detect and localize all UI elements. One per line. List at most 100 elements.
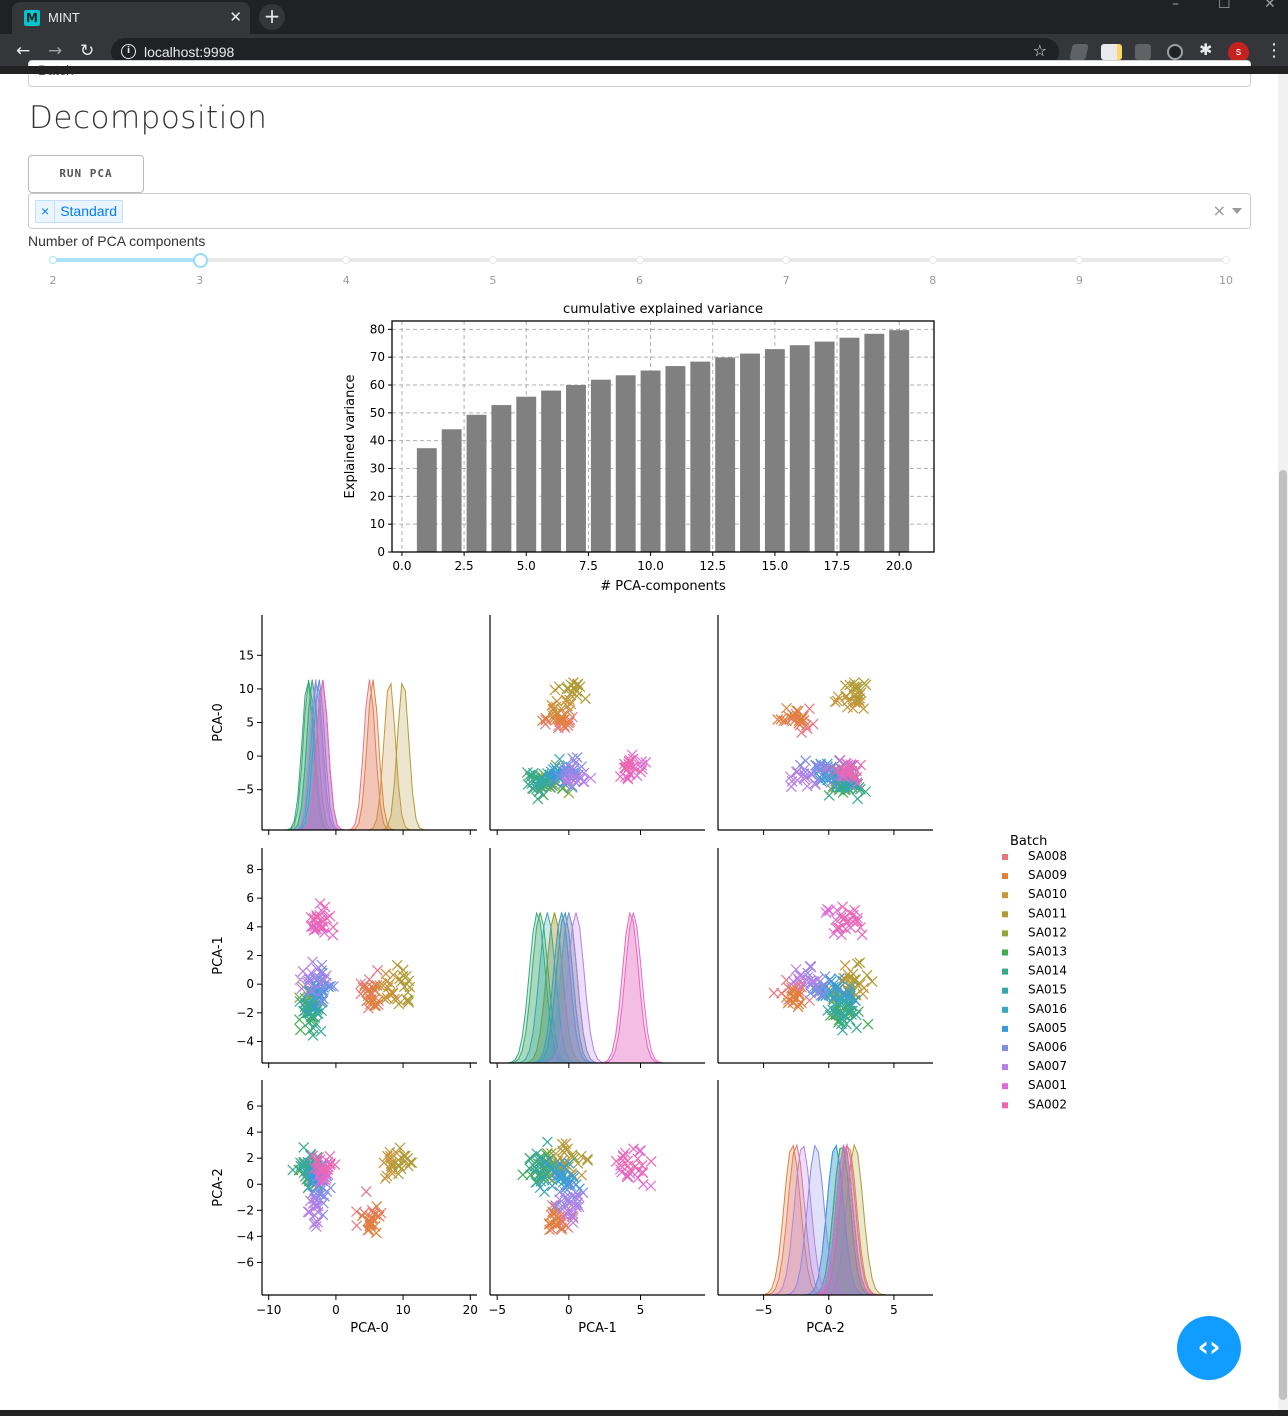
- browser-tab[interactable]: M MINT ✕: [12, 2, 250, 34]
- scatter-point: [567, 1212, 579, 1224]
- slider-handle[interactable]: [192, 253, 208, 268]
- browser-menu-icon[interactable]: ⋮: [1265, 40, 1283, 61]
- slider-mark-label[interactable]: 2: [49, 274, 57, 287]
- scatter-point: [540, 1157, 551, 1169]
- scatter-point: [615, 771, 626, 782]
- column-axis-label: PCA-2: [806, 1321, 845, 1336]
- extension-note-icon[interactable]: [1101, 44, 1122, 60]
- scatter-point: [298, 1167, 310, 1179]
- profile-avatar[interactable]: s: [1228, 42, 1249, 63]
- site-info-icon[interactable]: i: [121, 44, 136, 59]
- x-tick-label: 0: [332, 1303, 340, 1317]
- legend-swatch: [1002, 1045, 1008, 1051]
- run-pca-button[interactable]: RUN PCA: [28, 155, 144, 193]
- reload-icon[interactable]: ↻: [80, 41, 95, 61]
- x-tick-label: 2.5: [455, 559, 474, 573]
- scaler-dropdown[interactable]: × Standard ×: [28, 193, 1251, 229]
- slider-mark-label[interactable]: 5: [489, 274, 497, 287]
- slider-dot[interactable]: [49, 256, 57, 264]
- bookmark-star-icon[interactable]: ☆: [1032, 41, 1047, 60]
- legend-entry: SA013: [1028, 945, 1067, 959]
- scatter-point: [851, 694, 862, 706]
- scatter-point: [566, 780, 578, 792]
- y-tick-label: 2: [246, 1151, 254, 1165]
- scatter-point: [636, 756, 648, 768]
- scatter-point: [830, 1005, 842, 1017]
- y-tick-label: 5: [246, 716, 254, 730]
- clear-selection-icon[interactable]: ×: [1212, 201, 1226, 220]
- extension-dark-mode-icon[interactable]: [1167, 44, 1183, 60]
- code-toggle-button[interactable]: ‹›: [1177, 1316, 1241, 1380]
- page-scrollbar[interactable]: [1278, 74, 1288, 1410]
- scatter-point: [565, 1180, 577, 1191]
- scatter-point: [539, 775, 551, 787]
- pairplot-panel: [489, 615, 705, 835]
- slider-dot[interactable]: [928, 256, 937, 264]
- slider-dot[interactable]: [342, 256, 351, 264]
- y-tick-label: 15: [239, 648, 254, 662]
- scatter-point: [852, 793, 863, 805]
- scatter-point: [303, 976, 315, 988]
- scatter-point: [319, 901, 331, 913]
- scatter-point: [554, 1186, 566, 1198]
- scatter-point: [402, 1160, 414, 1172]
- slider-dot[interactable]: [1075, 256, 1084, 264]
- close-tab-icon[interactable]: ✕: [229, 8, 242, 26]
- extension-bird-icon[interactable]: [1135, 44, 1151, 60]
- scatter-point: [562, 720, 574, 732]
- scatter-point: [787, 976, 799, 988]
- forward-arrow-icon[interactable]: →: [48, 41, 63, 61]
- scatter-point: [837, 1008, 848, 1020]
- scatter-point: [792, 766, 803, 778]
- new-tab-button[interactable]: +: [259, 4, 285, 30]
- remove-chip-icon[interactable]: ×: [36, 201, 56, 222]
- scatter-point: [787, 986, 799, 997]
- scatter-point: [618, 758, 630, 770]
- scatter-point: [554, 753, 565, 765]
- page-title: Decomposition: [29, 100, 268, 136]
- extensions-puzzle-icon[interactable]: ✱: [1199, 40, 1213, 59]
- slider-dot[interactable]: [1222, 256, 1230, 264]
- scatter-point: [823, 789, 835, 801]
- slider-dot[interactable]: [488, 256, 497, 264]
- y-tick-label: −5: [236, 783, 254, 797]
- slider-mark-label[interactable]: 9: [1075, 274, 1083, 287]
- legend-entry: SA009: [1028, 868, 1067, 882]
- scatter-point: [307, 1150, 319, 1162]
- back-arrow-icon[interactable]: ←: [16, 41, 31, 61]
- slider-mark-label[interactable]: 3: [196, 274, 204, 287]
- slider-mark-label[interactable]: 10: [1219, 274, 1233, 287]
- slider-mark-label[interactable]: 8: [929, 274, 937, 287]
- scatter-point: [531, 1148, 543, 1160]
- scatter-point: [842, 986, 854, 998]
- scatter-point: [545, 1161, 557, 1173]
- slider-dot[interactable]: [782, 256, 791, 264]
- slider-mark-label[interactable]: 4: [342, 274, 350, 287]
- slider-mark-label[interactable]: 6: [636, 274, 643, 287]
- close-window-icon[interactable]: ✕: [1264, 0, 1276, 12]
- legend-swatch: [1002, 1102, 1008, 1109]
- scatter-point: [570, 773, 582, 785]
- scrollbar-thumb[interactable]: [1279, 470, 1287, 1400]
- scatter-point: [561, 777, 572, 789]
- chevron-down-icon[interactable]: [1232, 208, 1242, 214]
- scatter-point: [632, 1153, 644, 1165]
- x-axis-label: # PCA-components: [600, 579, 726, 594]
- kde-curve: [490, 911, 705, 1064]
- scatter-point: [327, 929, 339, 941]
- maximize-window-icon[interactable]: ☐: [1218, 0, 1231, 12]
- scatter-point: [391, 959, 403, 971]
- scatter-point: [793, 998, 805, 1010]
- minimize-window-icon[interactable]: –: [1172, 0, 1179, 12]
- extension-p-icon[interactable]: [1069, 44, 1089, 60]
- scatter-point: [551, 695, 563, 707]
- scatter-point: [855, 687, 867, 698]
- scatter-point: [573, 1191, 585, 1203]
- scatter-point: [561, 773, 573, 785]
- legend-swatch: [1002, 1025, 1008, 1032]
- slider-mark-label[interactable]: 7: [782, 274, 790, 287]
- scatter-point: [793, 717, 805, 729]
- scatter-point: [850, 1009, 862, 1021]
- scatter-point: [828, 993, 839, 1005]
- slider-dot[interactable]: [635, 256, 644, 264]
